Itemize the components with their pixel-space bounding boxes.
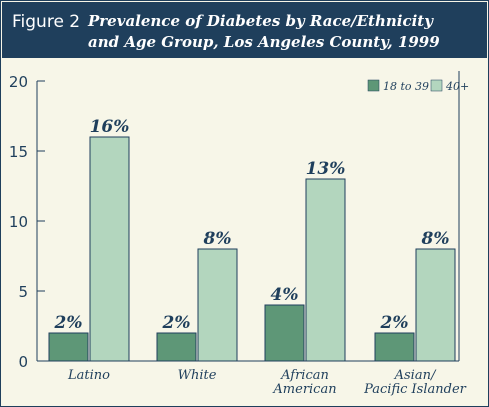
bar-18-39 [48, 332, 89, 362]
x-category-label: African [280, 368, 329, 383]
y-tick-label: 10 [9, 213, 28, 231]
data-label: 13% [306, 159, 346, 179]
y-tick-label: 15 [9, 143, 28, 161]
data-label: 4% [271, 285, 299, 305]
data-label: 2% [380, 313, 409, 333]
chart-title-line-1: Prevalence of Diabetes by Race/Ethnicity [88, 12, 433, 30]
legend-label: 18 to 39 [383, 80, 429, 93]
y-tick-label: 0 [18, 353, 28, 371]
data-label: 8% [203, 229, 232, 249]
chart-title-line-2: and Age Group, Los Angeles County, 1999 [88, 33, 440, 51]
data-label: 16% [90, 117, 130, 137]
bar-18-39 [264, 304, 305, 362]
x-category-label: Asian/ [394, 368, 437, 383]
y-tick-label: 5 [18, 283, 28, 301]
legend-label: 40+ [445, 80, 469, 93]
x-category-label: White [178, 368, 217, 383]
bar-18-39 [156, 332, 197, 362]
x-category-label: Latino [67, 368, 110, 383]
bar-18-39 [374, 332, 415, 362]
bar-40-plus [197, 248, 238, 362]
x-category-label: American [272, 382, 336, 397]
title-bar: Figure 2 Prevalence of Diabetes by Race/… [2, 2, 487, 58]
data-label: 2% [162, 313, 191, 333]
x-category-label: Pacific Islander [363, 382, 467, 397]
legend-swatch-40-plus [430, 79, 443, 92]
figure-number: Figure 2 [12, 12, 81, 32]
data-label: 8% [421, 229, 450, 249]
bar-40-plus [415, 248, 456, 362]
data-label: 2% [54, 313, 83, 333]
bar-40-plus [305, 178, 346, 362]
y-tick-label: 20 [9, 73, 28, 91]
bar-40-plus [89, 136, 130, 362]
legend-swatch-18-39 [367, 79, 380, 92]
